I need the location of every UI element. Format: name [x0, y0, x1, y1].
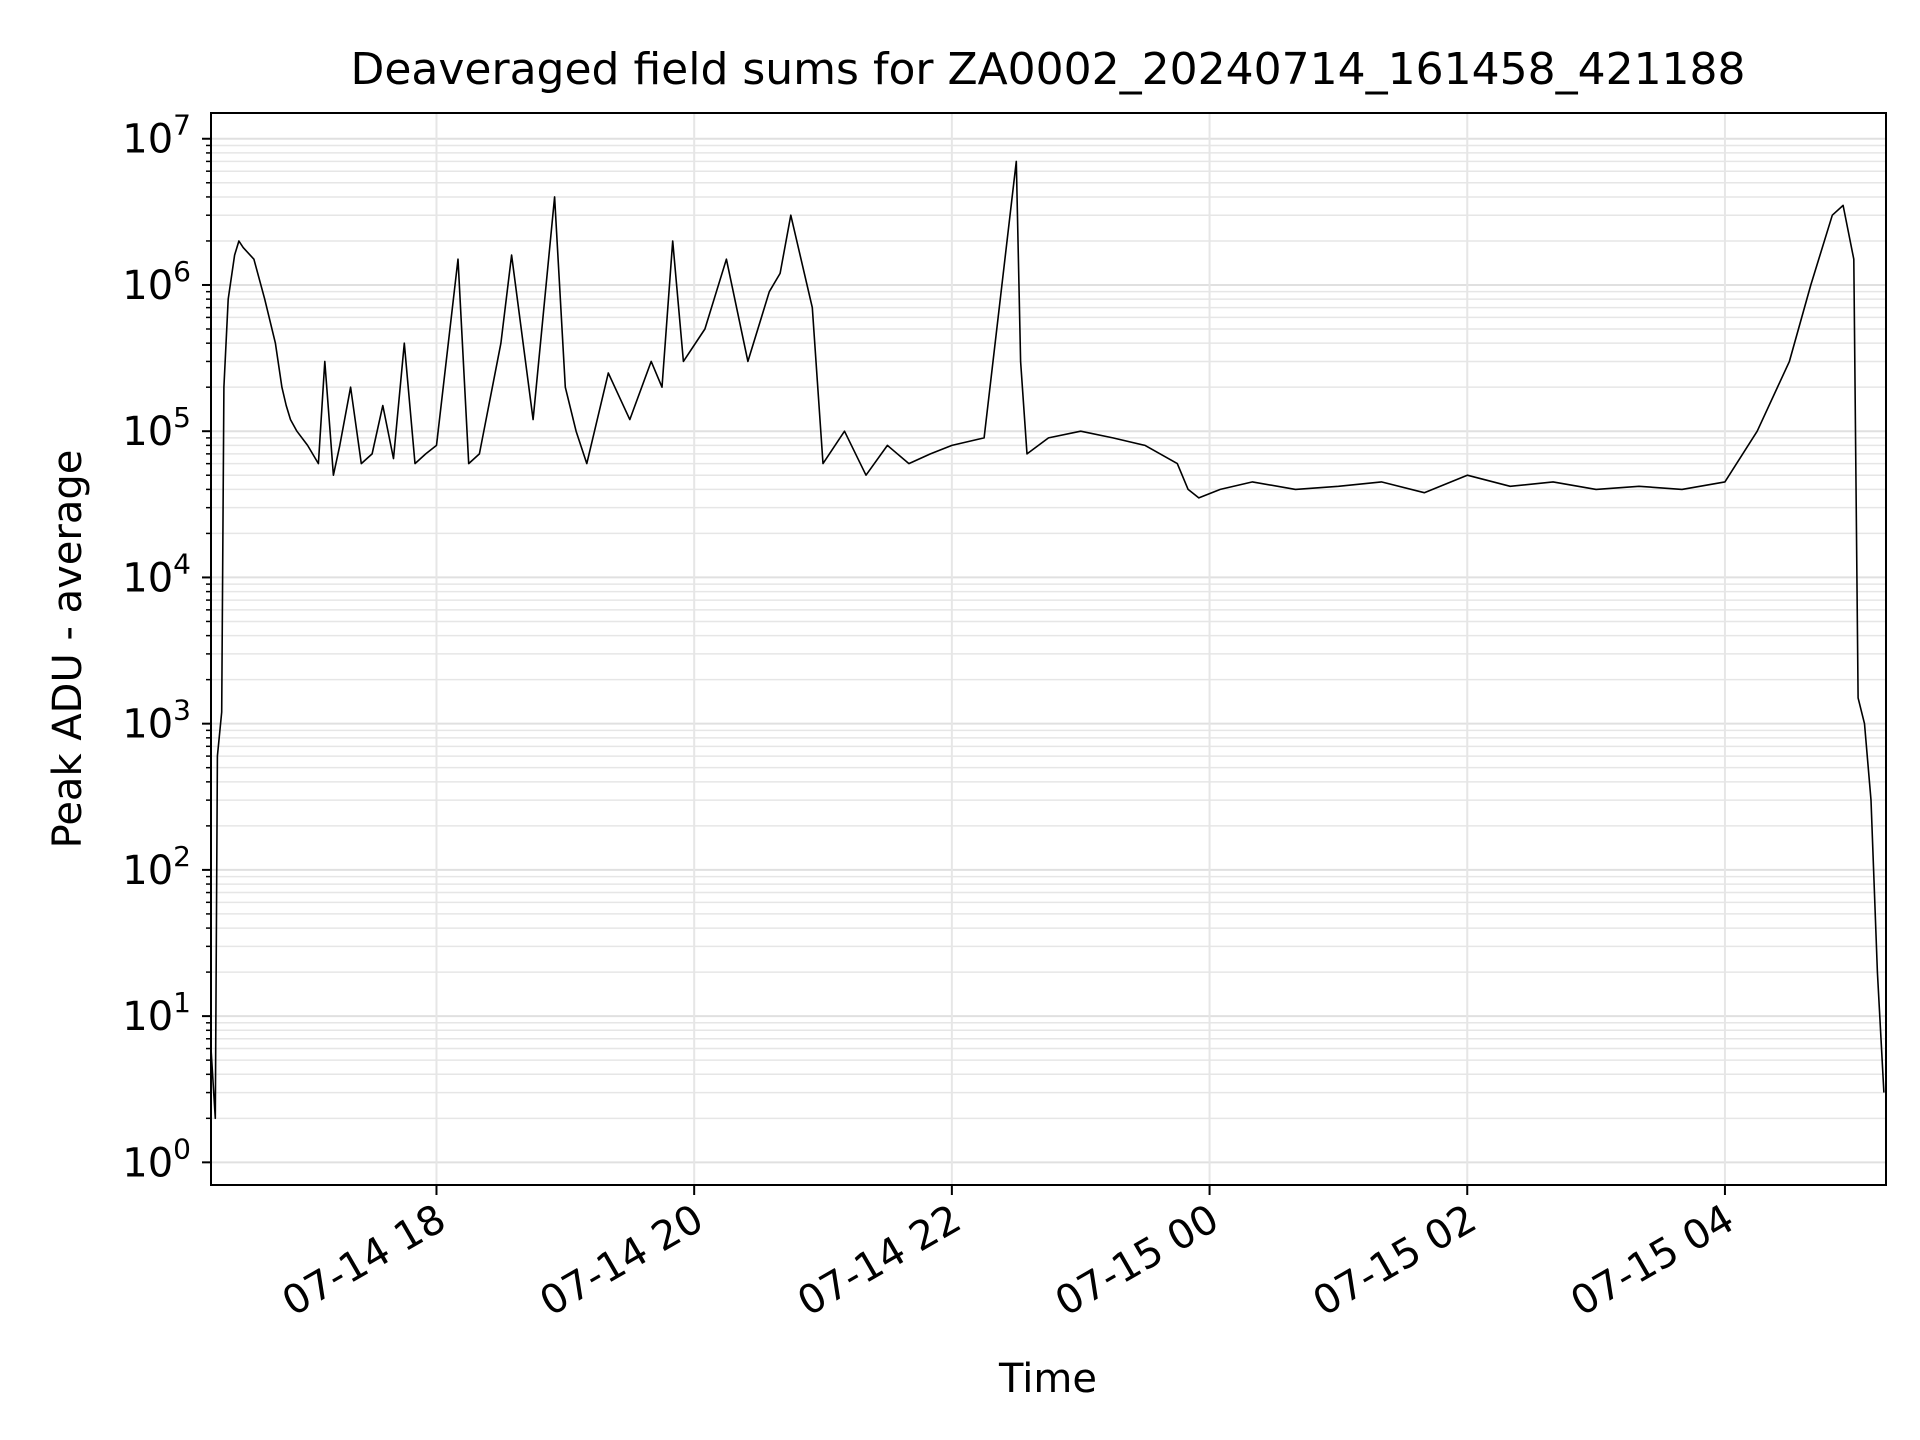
grid-lines: [211, 113, 1886, 1185]
x-axis-label: Time: [998, 1356, 1097, 1402]
x-tick-label: 07-15 00: [1048, 1196, 1227, 1326]
x-tick-label: 07-14 20: [532, 1196, 711, 1326]
x-tick-label: 07-15 02: [1306, 1196, 1485, 1326]
x-tick-label: 07-14 18: [275, 1196, 454, 1326]
x-axis: 07-14 18 07-14 20 07-14 22 07-15 00 07-15 02…: [275, 1185, 1742, 1326]
y-axis-label: Peak ADU - average: [45, 450, 91, 849]
data-series: [210, 160, 1885, 1120]
y-tick-label: 106: [122, 255, 191, 309]
x-tick-label: 07-14 22: [790, 1196, 969, 1326]
y-tick-label: 103: [122, 694, 191, 748]
y-tick-label: 107: [122, 109, 191, 163]
x-tick-label: 07-15 04: [1563, 1196, 1742, 1326]
plot-area: [210, 112, 1887, 1186]
y-tick-label: 105: [122, 401, 191, 455]
chart-title: Deaveraged field sums for ZA0002_2024071…: [350, 44, 1745, 95]
y-tick-label: 102: [122, 840, 191, 894]
y-tick-label: 101: [122, 986, 191, 1040]
y-axis: 100 101 102 103 104 105 106 107: [122, 109, 211, 1186]
y-tick-label: 104: [122, 547, 191, 601]
y-tick-label: 100: [122, 1132, 191, 1186]
series-line: [210, 160, 1885, 1120]
